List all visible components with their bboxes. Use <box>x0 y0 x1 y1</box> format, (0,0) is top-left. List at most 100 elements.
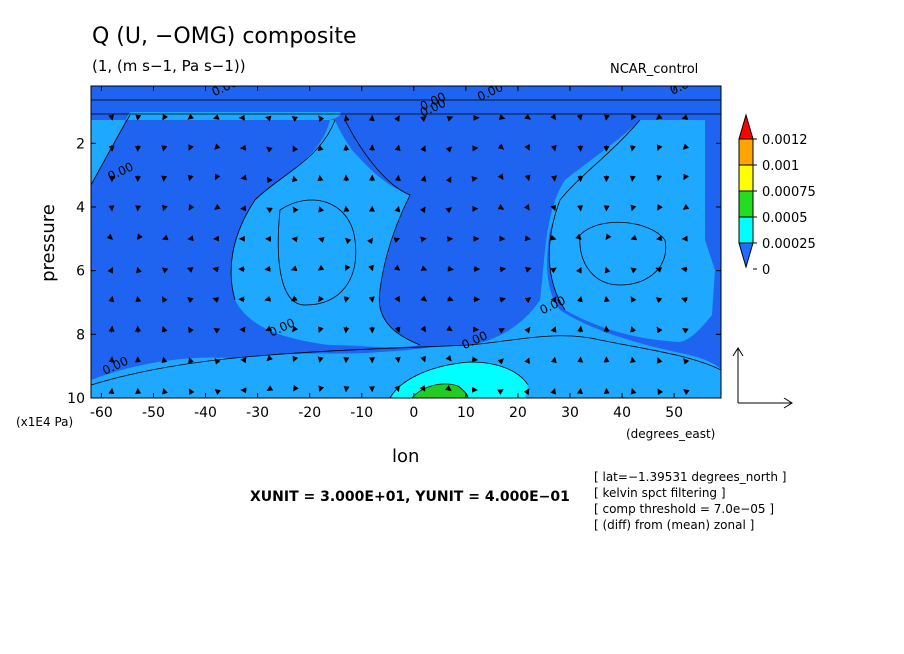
wind-vector <box>551 175 558 182</box>
wind-vector <box>683 173 689 181</box>
wind-vector <box>394 385 401 393</box>
wind-vector <box>187 113 195 120</box>
wind-vector <box>317 356 324 363</box>
wind-vector <box>523 388 530 396</box>
x-tick-label: -60 <box>90 405 113 421</box>
legend-label: 0 <box>762 263 770 278</box>
wind-vector <box>445 146 453 153</box>
wind-vector <box>318 237 325 243</box>
wind-vector <box>393 237 401 243</box>
wind-vector <box>368 114 375 122</box>
x-tick-label: 30 <box>561 405 579 421</box>
wind-vector <box>420 145 426 152</box>
contour-line <box>548 119 641 311</box>
wind-vector <box>499 297 506 303</box>
wind-vector <box>630 296 637 303</box>
wind-vector <box>291 236 298 243</box>
wind-vector <box>655 296 663 304</box>
wind-vector <box>394 326 401 334</box>
wind-vector <box>162 296 168 303</box>
wind-vector <box>187 235 194 242</box>
wind-vector <box>524 235 532 242</box>
wind-vector <box>292 384 299 392</box>
wind-vector <box>108 295 115 303</box>
wind-vector <box>497 204 505 210</box>
wind-vector <box>657 388 664 396</box>
info-line: [ lat=−1.39531 degrees_north ] <box>594 470 787 484</box>
y-axis: 2 4 6 8 10 <box>67 136 721 407</box>
x-tick-label: 10 <box>457 405 475 421</box>
wind-vector <box>603 295 610 303</box>
wind-vector <box>318 205 324 213</box>
wind-vector <box>446 115 454 122</box>
x-axis: -60 -50 -40 -30 -20 -10 0 10 20 30 40 50 <box>90 86 683 421</box>
wind-vector <box>445 385 452 392</box>
wind-vector <box>683 388 690 395</box>
wind-vector <box>292 145 299 153</box>
wind-vector <box>212 297 220 303</box>
x-unit-note: (degrees_east) <box>626 427 716 441</box>
wind-vector <box>655 235 663 242</box>
wind-vector <box>656 357 663 364</box>
wind-vector <box>264 115 272 122</box>
wind-vector <box>214 173 221 181</box>
wind-vector <box>393 264 401 271</box>
wind-vector <box>188 144 194 151</box>
fill-near-surface-green <box>412 383 468 398</box>
wind-vector <box>524 144 530 151</box>
wind-vector <box>106 233 114 240</box>
wind-vector <box>266 207 273 214</box>
wind-vector <box>524 267 532 273</box>
wind-vector <box>497 143 505 150</box>
chart-subtitle: (1, (m s−1, Pa s−1)) <box>92 57 246 75</box>
fill-upper-band <box>91 100 721 114</box>
wind-vector <box>445 176 452 184</box>
wind-vector <box>290 265 298 272</box>
wind-vector <box>266 176 273 184</box>
wind-vector <box>291 295 298 302</box>
wind-vector <box>214 358 221 365</box>
wind-vector <box>186 267 194 273</box>
wind-vector <box>630 204 637 212</box>
wind-vector <box>187 296 194 304</box>
wind-vector <box>162 387 168 395</box>
wind-vector <box>188 357 194 364</box>
wind-vector <box>345 264 351 272</box>
wind-vector <box>575 233 582 240</box>
wind-vector <box>343 114 350 122</box>
wind-vector <box>292 355 299 363</box>
info-line: [ kelvin spct filtering ] <box>594 486 726 500</box>
contour-line <box>277 199 357 306</box>
wind-vector <box>343 296 350 303</box>
x-tick-label: 50 <box>665 405 683 421</box>
y-tick-label: 2 <box>76 136 85 152</box>
wind-vector <box>576 266 582 274</box>
wind-vector <box>318 115 325 122</box>
wind-vector <box>214 388 222 395</box>
wind-vector <box>394 174 401 182</box>
plot-frame <box>90 85 722 399</box>
contour-line <box>344 119 421 346</box>
wind-vector <box>343 326 350 334</box>
wind-vector <box>656 113 663 120</box>
y-tick-label: 6 <box>76 264 85 280</box>
wind-vector <box>629 175 636 182</box>
wind-vector <box>214 143 221 150</box>
wind-vector <box>161 234 169 241</box>
wind-vector <box>394 295 401 303</box>
wind-vector <box>318 326 324 334</box>
x-tick-label: 40 <box>613 405 631 421</box>
x-tick-label: -10 <box>350 405 373 421</box>
legend-label: 0.00075 <box>762 185 816 200</box>
x-tick-label: -20 <box>298 405 321 421</box>
wind-vector <box>135 295 142 303</box>
wind-vector <box>656 326 663 334</box>
color-legend: 0.0012 0.001 0.00075 0.0005 0.00025 0 <box>738 113 816 278</box>
wind-vector <box>161 356 168 364</box>
wind-vector <box>264 295 272 302</box>
contour-line <box>389 361 529 398</box>
wind-vector <box>576 114 583 121</box>
reference-vector <box>732 347 793 409</box>
wind-vector <box>680 266 688 273</box>
